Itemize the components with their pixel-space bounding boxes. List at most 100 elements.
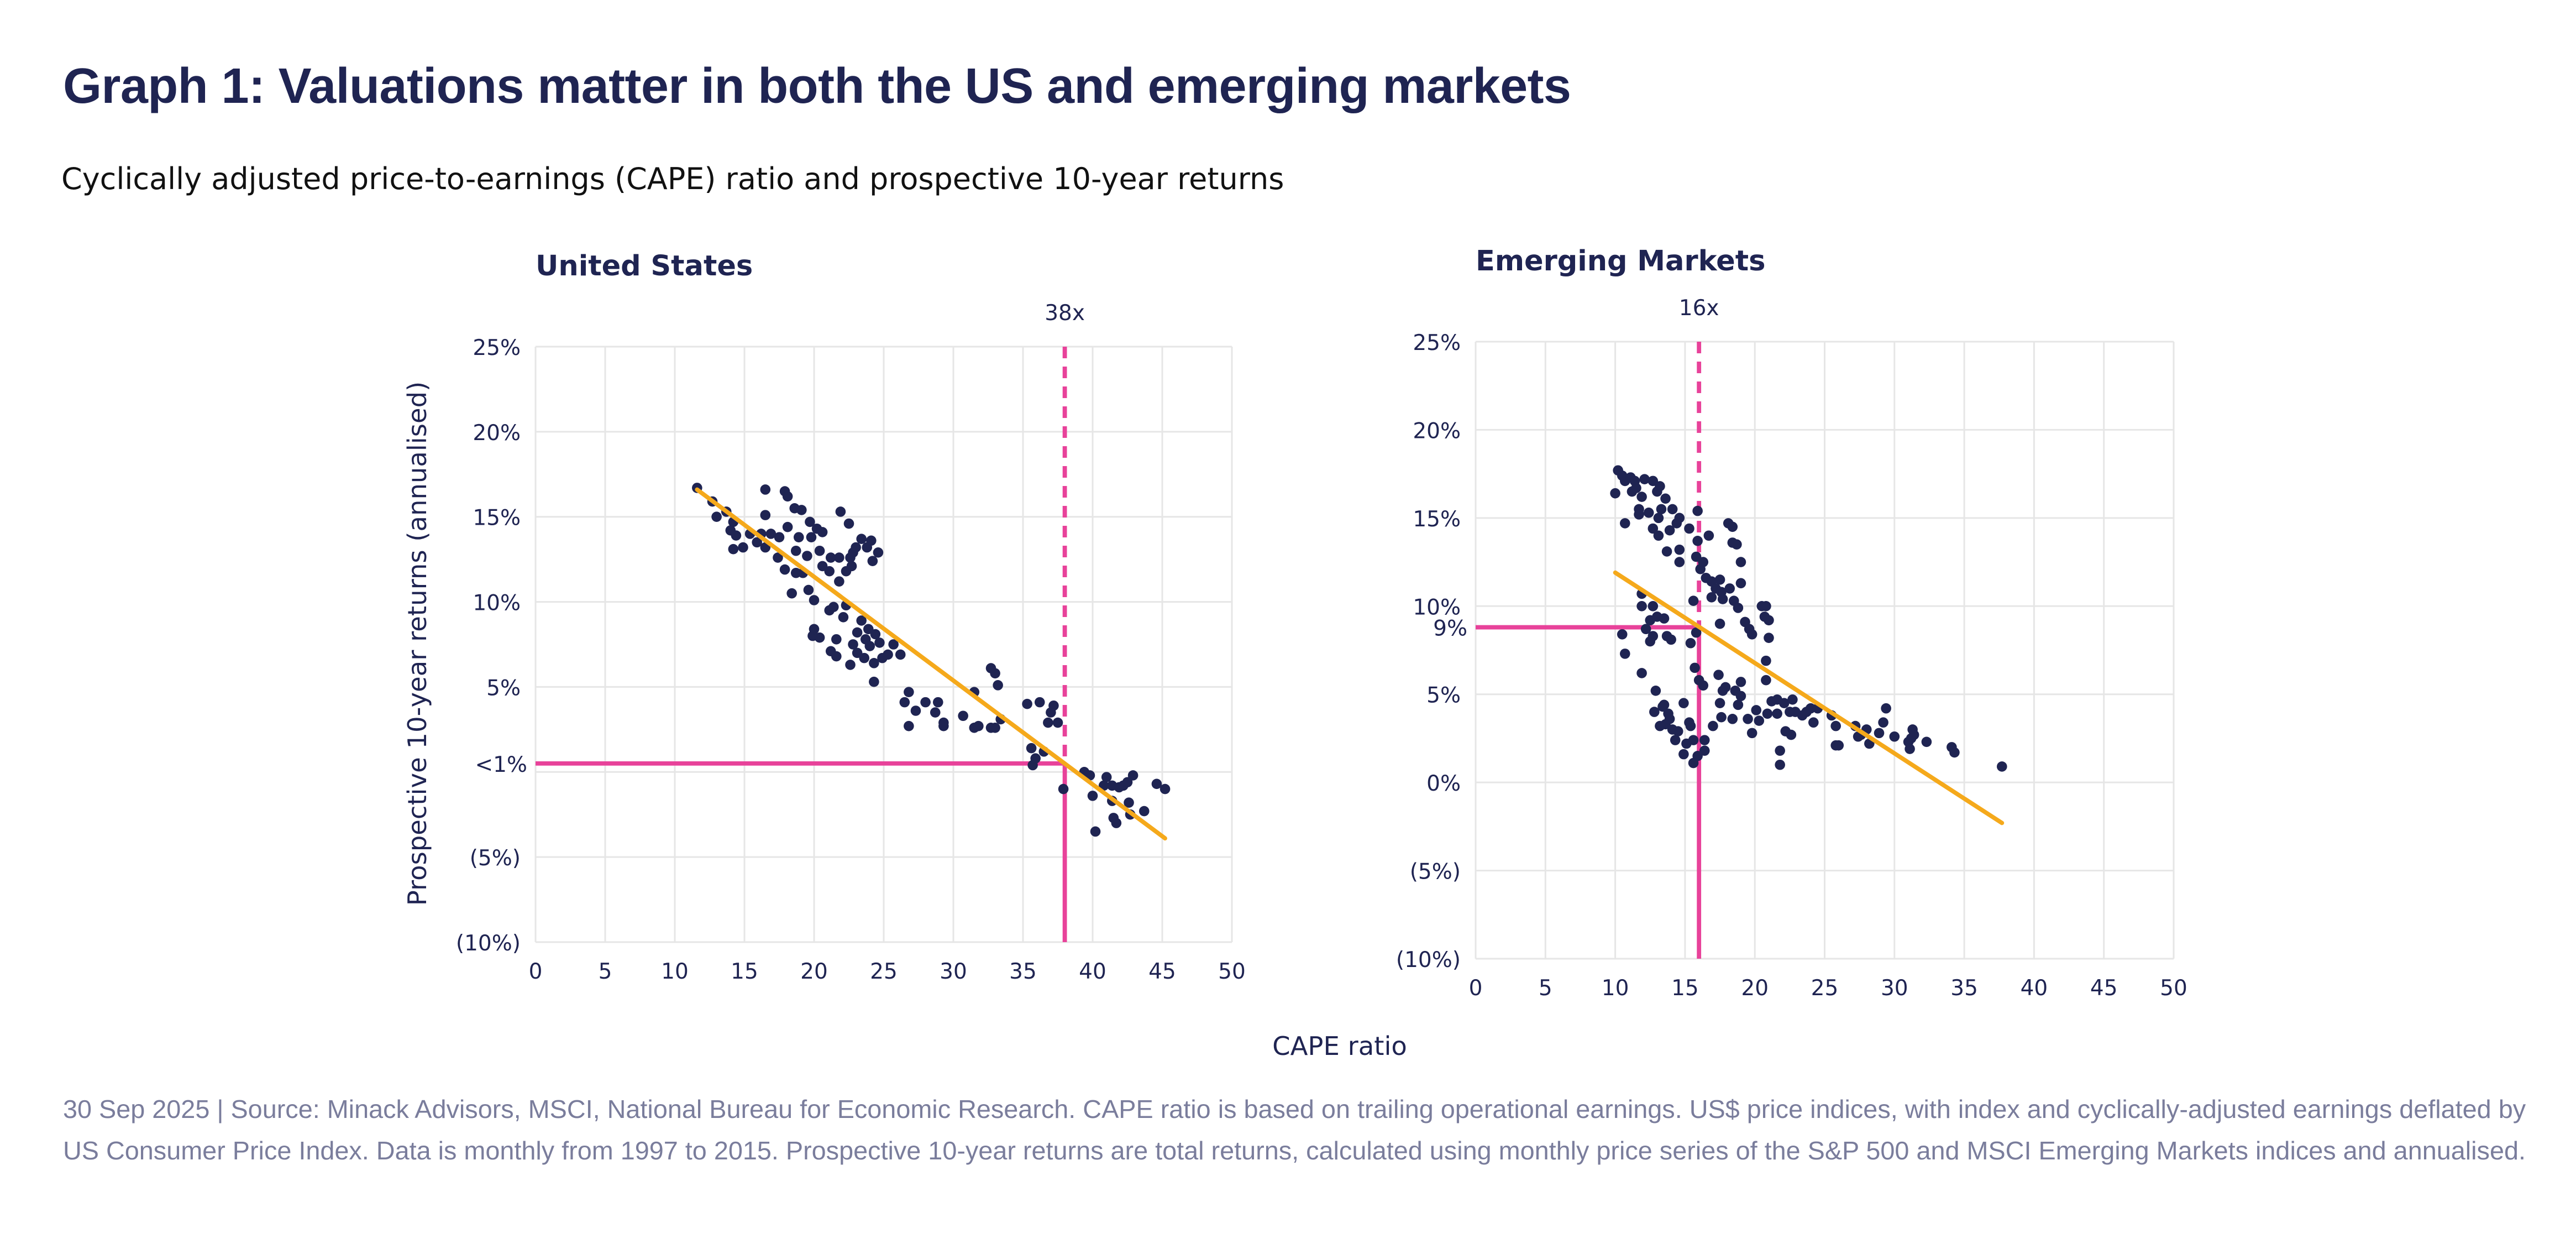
us-y-tick-label: (10%) <box>456 931 521 956</box>
em-data-point <box>1619 649 1630 659</box>
em-data-point <box>1699 745 1710 756</box>
em-data-point <box>1664 525 1675 536</box>
us-data-point <box>904 720 914 731</box>
em-data-point <box>1655 481 1665 492</box>
us-data-point <box>1022 698 1032 709</box>
em-data-point <box>1636 668 1647 678</box>
em-data-point <box>1808 717 1819 728</box>
em-data-point <box>1643 507 1654 518</box>
charts-canvas: Prospective 10-year returns (annualised)… <box>402 245 2187 1061</box>
figure-title: Graph 1: Valuations matter in both the U… <box>63 60 1571 114</box>
us-data-point <box>834 576 844 587</box>
us-data-point <box>910 705 921 716</box>
us-data-point <box>883 649 893 660</box>
em-data-point <box>1708 720 1718 731</box>
em-data-point <box>1648 523 1659 534</box>
em-data-point <box>1908 729 1919 740</box>
us-data-point <box>1090 826 1101 837</box>
us-data-point <box>1058 783 1069 795</box>
em-data-point <box>1735 677 1746 687</box>
em-data-point <box>1714 574 1725 585</box>
us-chart: United States 0 5 10 15 20 25 30 35 40 45 50 25% 20% 1… <box>456 250 1246 984</box>
us-data-point <box>990 668 1000 679</box>
em-data-point <box>1685 720 1696 731</box>
us-data-point <box>802 551 812 561</box>
us-x-tick-label: 50 <box>1218 959 1246 984</box>
em-data-point <box>1751 705 1762 715</box>
us-data-point <box>825 552 836 563</box>
em-data-point <box>1688 735 1699 745</box>
em-data-point <box>1713 670 1724 680</box>
em-data-point <box>1678 749 1689 760</box>
em-chart-title: Emerging Markets <box>1476 245 1765 278</box>
em-data-point <box>1617 629 1628 640</box>
us-data-point <box>831 651 842 662</box>
em-x-tick-label: 25 <box>1811 976 1839 1001</box>
x-axis-label: CAPE ratio <box>1272 1031 1407 1061</box>
em-data-point <box>1714 618 1725 629</box>
em-data-point <box>1764 633 1774 643</box>
em-data-point <box>1659 699 1670 710</box>
us-data-point <box>856 534 867 545</box>
em-y-tick-label: 15% <box>1413 507 1461 532</box>
em-x-tick-label: 50 <box>2160 976 2187 1001</box>
us-data-point <box>1139 806 1150 817</box>
em-data-point <box>1672 726 1683 736</box>
em-data-point <box>1733 699 1744 710</box>
us-data-point <box>848 639 858 650</box>
us-data-point <box>1087 791 1098 801</box>
em-data-point <box>1698 680 1709 691</box>
em-data-point <box>1772 708 1782 719</box>
us-data-point <box>1122 777 1133 788</box>
us-x-tick-label: 10 <box>661 959 689 984</box>
us-data-point <box>779 564 790 575</box>
em-y-tick-label: 5% <box>1426 683 1461 708</box>
us-y-tick-label: 15% <box>473 506 521 531</box>
em-x-tick-label: 0 <box>1469 976 1483 1001</box>
em-data-point <box>1735 557 1746 567</box>
us-data-point <box>838 611 849 623</box>
em-data-point <box>1639 474 1650 485</box>
us-data-point <box>831 634 842 645</box>
us-data-point <box>843 518 854 529</box>
us-data-point <box>817 527 828 537</box>
us-data-point <box>828 602 839 613</box>
us-y-tick-label: 25% <box>473 336 521 360</box>
em-data-point <box>1688 595 1699 607</box>
us-x-tick-label: 5 <box>599 959 612 984</box>
em-data-point <box>1761 675 1771 686</box>
em-data-point <box>1692 536 1703 546</box>
em-x-tick-label: 35 <box>1950 976 1978 1001</box>
em-reference-y-label: 9% <box>1433 616 1467 641</box>
us-data-point <box>738 542 748 553</box>
em-y-tick-label: 20% <box>1413 419 1461 443</box>
em-data-point <box>1905 744 1915 754</box>
us-data-point <box>874 637 885 648</box>
us-y-tick-label: (5%) <box>470 846 521 871</box>
em-data-point <box>1666 634 1676 645</box>
us-data-point <box>786 588 797 599</box>
em-data-point <box>1684 523 1694 534</box>
us-data-point <box>870 629 881 640</box>
us-data-point <box>973 720 984 731</box>
em-data-point <box>1648 631 1659 641</box>
us-data-point <box>1026 743 1037 754</box>
em-data-point <box>1631 483 1641 493</box>
em-data-point <box>1653 513 1664 524</box>
us-data-point <box>852 627 863 638</box>
em-data-point <box>1735 578 1746 589</box>
em-data-point <box>1656 504 1667 515</box>
us-data-point <box>803 584 814 595</box>
em-data-point <box>1678 698 1689 708</box>
em-data-point <box>1649 707 1660 717</box>
us-data-point <box>1127 770 1139 781</box>
us-data-point <box>866 535 877 546</box>
us-data-point <box>958 710 968 722</box>
em-data-point <box>1786 729 1797 740</box>
em-chart: Emerging Markets 0 5 10 15 20 25 30 35 40 45 50 25% 2… <box>1396 245 2187 1001</box>
us-data-point <box>990 722 1000 733</box>
us-x-tick-label: 20 <box>800 959 828 984</box>
us-x-tick-label: 15 <box>731 959 758 984</box>
us-data-point <box>835 506 846 517</box>
em-data-point <box>1690 662 1700 673</box>
